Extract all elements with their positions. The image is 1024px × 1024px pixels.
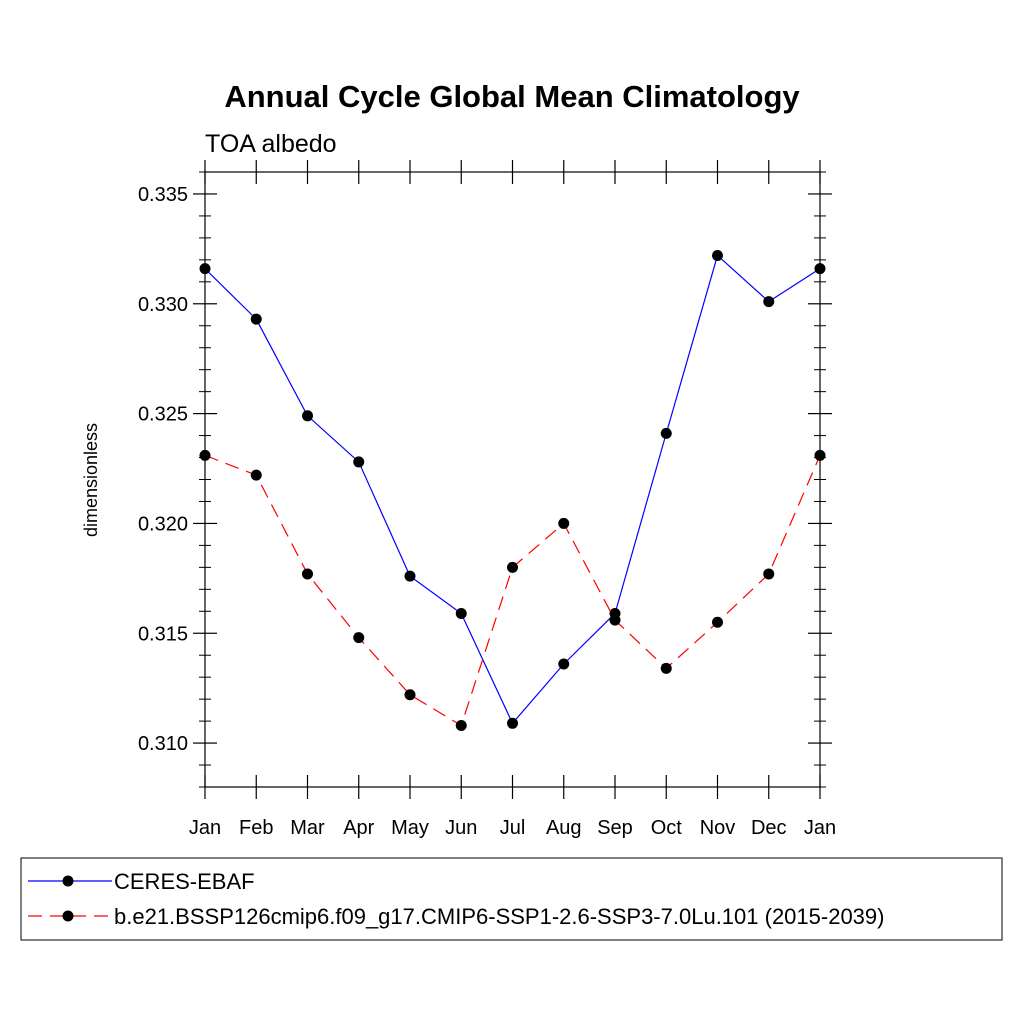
series-2-point bbox=[250, 469, 262, 481]
series-2-point bbox=[404, 689, 416, 701]
x-tick-label: Nov bbox=[700, 817, 736, 839]
series-2-point bbox=[507, 561, 518, 573]
legend-box bbox=[20, 857, 1003, 941]
x-tick-label: May bbox=[391, 817, 429, 839]
x-tick-label: Feb bbox=[239, 817, 273, 839]
series-2-point bbox=[558, 517, 570, 529]
series-2-point bbox=[302, 568, 313, 580]
legend-label-1: CERES-EBAF bbox=[114, 869, 255, 894]
x-axis-ticks: Jan Feb Mar Apr May Jun Jul Aug Sep Oct Nov Dec Jan bbox=[189, 160, 836, 839]
y-tick-label: 0.330 bbox=[138, 294, 188, 316]
series-2-point bbox=[455, 720, 467, 731]
series-1-point bbox=[558, 658, 570, 670]
series-1-point bbox=[353, 456, 365, 468]
series-1-point bbox=[404, 570, 416, 582]
legend-items: CERES-EBAF b.e21.BSSP126cmip6.f09_g17.CMI… bbox=[28, 869, 884, 929]
series-layer bbox=[199, 249, 826, 731]
series-2-point bbox=[712, 616, 723, 628]
series-1-point bbox=[455, 607, 467, 619]
series-2-point bbox=[814, 449, 826, 461]
legend-marker-2 bbox=[62, 910, 74, 922]
x-tick-label: Jan bbox=[804, 817, 836, 839]
series-1-point bbox=[814, 263, 826, 275]
legend-marker-1 bbox=[62, 875, 74, 887]
x-tick-label: Aug bbox=[546, 817, 582, 839]
legend: CERES-EBAF b.e21.BSSP126cmip6.f09_g17.CMI… bbox=[20, 857, 1003, 941]
series-1-point bbox=[712, 249, 723, 261]
x-tick-label: Jan bbox=[189, 817, 221, 839]
chart-subtitle: TOA albedo bbox=[205, 130, 337, 158]
series-1-point bbox=[199, 263, 211, 275]
x-tick-label: Jun bbox=[445, 817, 477, 839]
series-line-1 bbox=[204, 254, 821, 725]
y-tick-label: 0.310 bbox=[138, 733, 188, 755]
series-1-point bbox=[763, 296, 775, 308]
y-tick-label: 0.320 bbox=[138, 513, 188, 535]
series-line-2 bbox=[204, 454, 821, 727]
series-2-point bbox=[199, 449, 211, 461]
series-1-point bbox=[660, 427, 672, 439]
y-tick-label: 0.335 bbox=[138, 184, 188, 206]
series-1-point bbox=[507, 717, 518, 729]
x-tick-label: Dec bbox=[751, 817, 787, 839]
x-tick-label: Apr bbox=[343, 817, 374, 839]
x-tick-label: Jul bbox=[500, 817, 526, 839]
series-1-point bbox=[250, 313, 262, 325]
series-2-point bbox=[763, 568, 775, 580]
y-axis-ticks: 0.310 0.315 0.320 0.325 0.330 0.335 bbox=[138, 171, 832, 788]
y-tick-label: 0.315 bbox=[138, 623, 188, 645]
y-tick-label: 0.325 bbox=[138, 404, 188, 426]
x-tick-label: Sep bbox=[597, 817, 633, 839]
chart-title: Annual Cycle Global Mean Climatology bbox=[224, 79, 800, 114]
series-1-point bbox=[302, 410, 313, 422]
x-tick-label: Oct bbox=[651, 817, 683, 839]
x-tick-label: Mar bbox=[290, 817, 325, 839]
series-2-point bbox=[660, 662, 672, 674]
legend-label-2: b.e21.BSSP126cmip6.f09_g17.CMIP6-SSP1-2.… bbox=[114, 904, 884, 929]
y-axis-label: dimensionless bbox=[81, 423, 101, 537]
series-2-point bbox=[609, 614, 621, 626]
series-2-point bbox=[353, 632, 365, 644]
